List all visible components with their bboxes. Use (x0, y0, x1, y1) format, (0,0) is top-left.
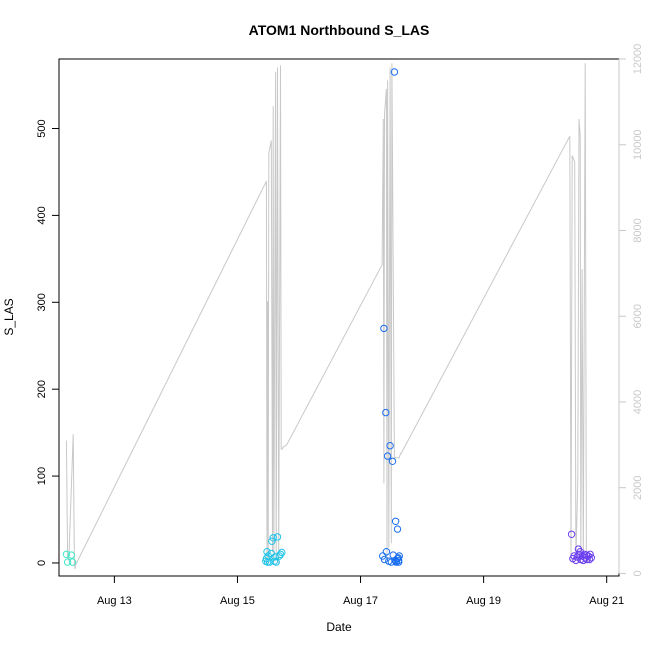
y2-tick-label-2: 4000 (632, 390, 644, 414)
data-point-2-4 (382, 548, 391, 556)
data-point-2-7 (386, 442, 394, 450)
chart-title: ATOM1 Northbound S_LAS (249, 22, 430, 38)
data-point-3-2 (570, 552, 578, 560)
y2-tick-label-5: 10000 (632, 129, 644, 160)
data-point-2-8 (387, 558, 395, 566)
x-tick-label-0: Aug 13 (97, 595, 132, 607)
data-point-1-12 (273, 533, 282, 541)
data-point-0-0 (62, 550, 71, 558)
plot-layer: Aug 13 Aug 15 Aug 17 Aug 19 Aug 21 0 100 200 300… (36, 44, 644, 607)
data-point-2-5 (383, 452, 392, 460)
data-point-2-11 (390, 68, 399, 76)
data-point-1-14 (276, 550, 285, 558)
x-axis-label: Date (326, 620, 352, 634)
x-tick-label-4: Aug 21 (589, 595, 624, 607)
data-point-2-2 (380, 555, 389, 564)
data-point-3-17 (586, 550, 594, 558)
y-tick-label-3: 300 (36, 293, 48, 311)
data-point-0-3 (68, 558, 77, 566)
y2-tick-label-3: 6000 (632, 304, 644, 328)
data-point-0-1 (63, 558, 72, 566)
data-point-2-13 (391, 517, 400, 525)
x-tick-label-3: Aug 19 (466, 595, 501, 607)
data-point-3-16 (585, 555, 594, 564)
data-point-2-15 (393, 525, 402, 533)
data-point-3-3 (572, 556, 580, 565)
secondary-series-line (65, 63, 592, 570)
data-point-1-2 (263, 548, 271, 556)
data-point-1-8 (269, 534, 277, 542)
y-tick-label-1: 100 (36, 467, 48, 485)
y-tick-label-5: 500 (36, 119, 48, 137)
y-tick-label-0: 0 (36, 560, 48, 566)
data-point-0-2 (67, 551, 76, 559)
data-point-2-21 (395, 556, 403, 565)
data-point-2-20 (393, 554, 402, 563)
data-point-1-7 (268, 537, 276, 545)
data-point-2-9 (388, 457, 397, 465)
y-tick-label-4: 400 (36, 206, 48, 224)
y2-tick-label-1: 2000 (632, 475, 644, 499)
y2-tick-label-0: 0 (632, 570, 644, 576)
y-tick-label-2: 200 (36, 380, 48, 398)
x-tick-label-2: Aug 17 (343, 595, 378, 607)
data-point-3-0 (567, 530, 576, 538)
data-point-1-15 (278, 548, 286, 557)
x-tick-label-1: Aug 15 (220, 595, 255, 607)
y2-tick-label-6: 12000 (632, 44, 644, 75)
data-point-2-0 (379, 552, 387, 560)
data-point-2-1 (380, 324, 388, 333)
data-point-3-18 (587, 554, 595, 562)
data-point-1-11 (272, 558, 280, 566)
y2-tick-label-4: 8000 (632, 218, 644, 242)
plot-frame (58, 58, 620, 577)
data-point-2-3 (382, 408, 390, 417)
y-axis-label: S_LAS (2, 298, 16, 335)
